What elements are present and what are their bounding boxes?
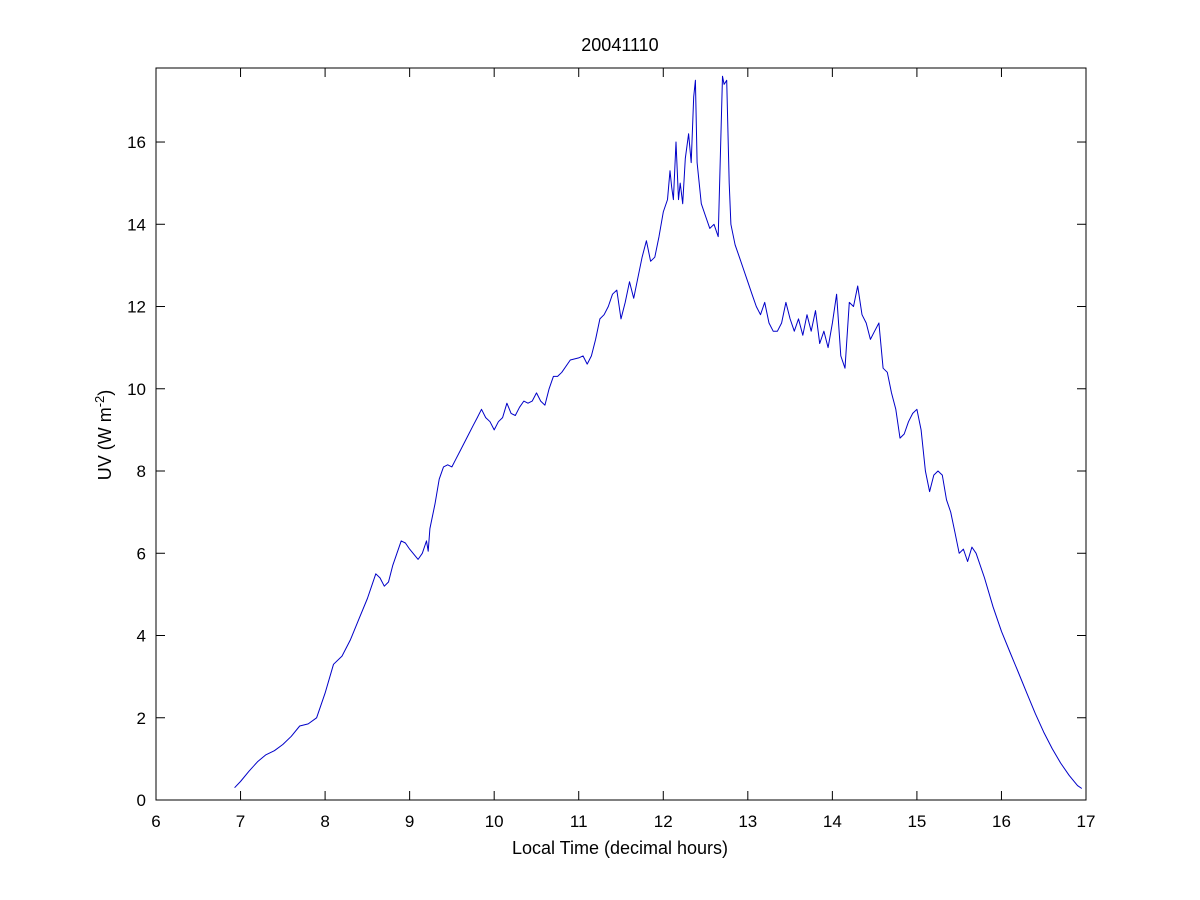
y-tick-label: 12 bbox=[127, 298, 146, 317]
x-axis-label: Local Time (decimal hours) bbox=[512, 838, 728, 858]
uv-series-line bbox=[234, 75, 1083, 789]
y-tick-label: 6 bbox=[137, 544, 146, 563]
y-tick-label: 0 bbox=[137, 791, 146, 810]
y-axis-label-superscript: -2 bbox=[92, 396, 107, 408]
x-tick-label: 14 bbox=[823, 812, 842, 831]
x-tick-label: 12 bbox=[654, 812, 673, 831]
y-axis-label: UV (W m-2) bbox=[92, 390, 115, 481]
x-tick-label: 9 bbox=[405, 812, 414, 831]
y-tick-label: 8 bbox=[137, 462, 146, 481]
x-tick-label: 13 bbox=[738, 812, 757, 831]
x-tick-label: 15 bbox=[907, 812, 926, 831]
y-tick-labels: 0 2 4 6 8 10 12 14 16 bbox=[127, 133, 146, 810]
y-axis-label-main: UV (W m bbox=[95, 407, 115, 480]
y-tick-label: 2 bbox=[137, 709, 146, 728]
y-tick-label: 14 bbox=[127, 215, 146, 234]
y-tick-label: 10 bbox=[127, 380, 146, 399]
y-tick-label: 16 bbox=[127, 133, 146, 152]
x-tick-label: 17 bbox=[1077, 812, 1096, 831]
x-tick-label: 16 bbox=[992, 812, 1011, 831]
plot-area-frame bbox=[155, 67, 1087, 801]
chart-title: 20041110 bbox=[581, 35, 658, 55]
x-tick-labels: 6 7 8 9 10 11 12 13 14 15 16 17 bbox=[151, 812, 1095, 831]
x-tick-label: 10 bbox=[485, 812, 504, 831]
y-axis-label-close: ) bbox=[95, 390, 115, 396]
x-tick-label: 6 bbox=[151, 812, 160, 831]
y-tick-label: 4 bbox=[137, 627, 146, 646]
x-tick-label: 8 bbox=[320, 812, 329, 831]
x-tick-label: 11 bbox=[570, 812, 588, 831]
x-tick-label: 7 bbox=[236, 812, 245, 831]
